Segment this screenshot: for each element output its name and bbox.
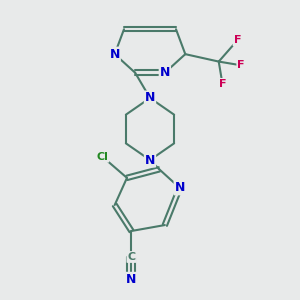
Text: Cl: Cl <box>97 152 108 162</box>
Text: F: F <box>237 60 245 70</box>
Text: N: N <box>126 273 136 286</box>
Text: F: F <box>234 35 241 45</box>
Text: N: N <box>145 154 155 166</box>
Text: C: C <box>128 252 136 262</box>
Text: N: N <box>175 182 185 194</box>
Text: N: N <box>145 92 155 104</box>
Text: F: F <box>219 79 226 89</box>
Text: N: N <box>160 66 170 79</box>
Text: N: N <box>110 48 120 61</box>
